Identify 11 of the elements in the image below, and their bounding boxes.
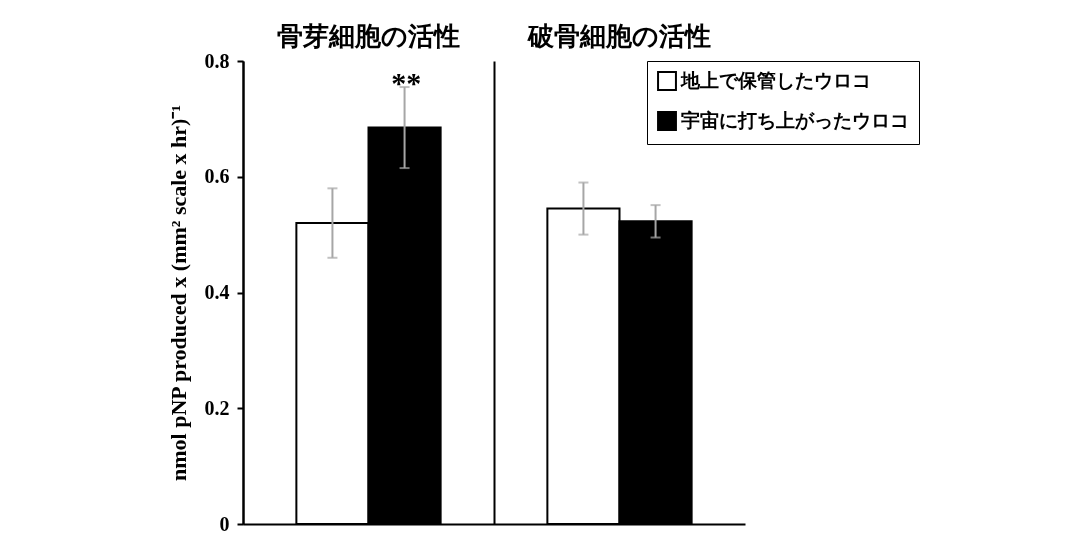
legend-label: 地上で保管したウロコ <box>680 69 871 91</box>
x-tick-label: 骨芽細胞の活性 <box>277 20 460 51</box>
x-tick-label: 破骨細胞の活性 <box>527 20 711 51</box>
legend-label: 宇宙に打ち上がったウロコ <box>681 109 909 131</box>
y-tick-label: 0.6 <box>204 165 230 188</box>
y-tick-label: 0 <box>219 512 230 535</box>
y-tick-label: 0.2 <box>204 396 230 419</box>
y-axis-title: nmol pNP produced x (mm² scale x hr)⁻¹ <box>165 104 191 482</box>
y-tick-label: 0.8 <box>204 49 230 72</box>
y-tick-label: 0.4 <box>204 281 230 303</box>
annotation: ** <box>391 66 422 99</box>
